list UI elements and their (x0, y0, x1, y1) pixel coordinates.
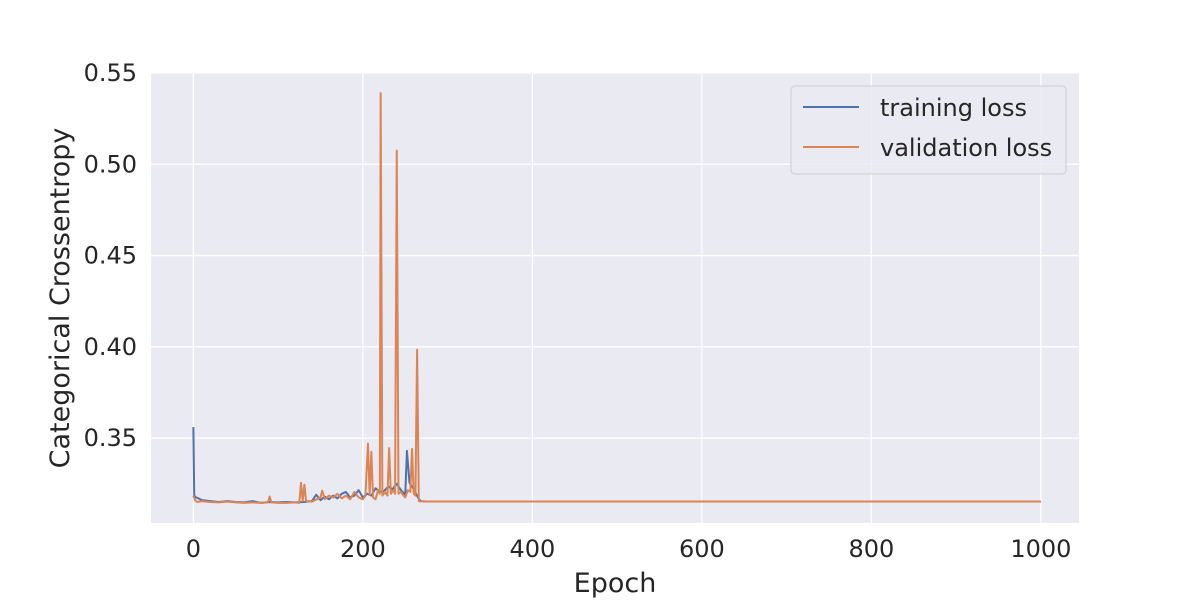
y-tick-label: 0.40 (84, 333, 137, 361)
x-tick-label: 400 (509, 535, 555, 563)
tick-labels: 0 200 400 600 800 1000 0.35 0.40 0.45 0.50 0.55 (84, 59, 1072, 563)
legend-box (790, 85, 1067, 175)
validation-loss-line (192, 92, 1041, 504)
legend-label-training-loss: training loss (880, 94, 1027, 122)
y-axis-label: Categorical Crossentropy (45, 128, 76, 469)
x-tick-label: 800 (848, 535, 894, 563)
legend-label-validation-loss: validation loss (880, 134, 1052, 162)
y-tick-label: 0.55 (84, 59, 137, 87)
series-layer (192, 92, 1041, 504)
x-tick-label: 1000 (1010, 535, 1071, 563)
x-tick-label: 200 (340, 535, 386, 563)
y-tick-label: 0.45 (84, 242, 137, 270)
y-tick-label: 0.50 (84, 150, 137, 178)
x-tick-label: 0 (186, 535, 201, 563)
x-tick-label: 600 (679, 535, 725, 563)
x-axis-label: Epoch (574, 568, 657, 599)
y-tick-label: 0.35 (84, 424, 137, 452)
legend: training loss validation loss (790, 85, 1067, 175)
